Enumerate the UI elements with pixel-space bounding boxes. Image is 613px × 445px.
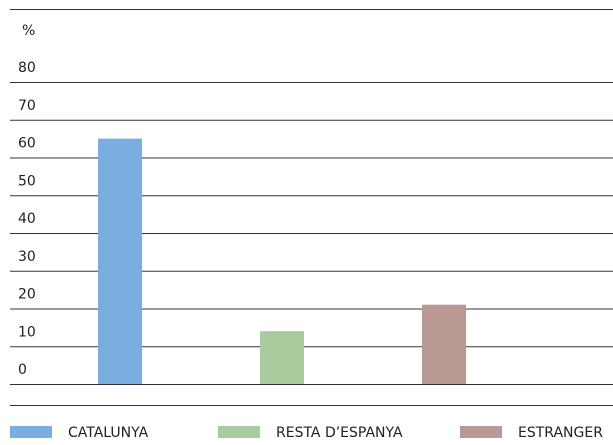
bar (260, 331, 304, 384)
y-tick-label: 50 (18, 173, 36, 189)
legend-swatch (218, 426, 260, 438)
y-tick-label: 70 (18, 98, 36, 114)
y-tick-label: 0 (18, 362, 27, 378)
y-tick-label: 80 (18, 60, 36, 76)
y-tick-label: 20 (18, 287, 36, 303)
y-tick-label: 10 (18, 324, 36, 340)
legend-label: RESTA D’ESPANYA (276, 425, 403, 441)
legend-label: ESTRANGER (518, 425, 603, 441)
legend-swatch (10, 426, 52, 438)
y-tick-label: 40 (18, 211, 36, 227)
bar (98, 138, 142, 384)
y-tick-label: 60 (18, 136, 36, 152)
bar (422, 304, 466, 384)
legend-label: CATALUNYA (68, 425, 149, 441)
y-axis-label: % (22, 23, 35, 39)
legend-swatch (460, 426, 502, 438)
y-tick-label: 30 (18, 249, 36, 265)
